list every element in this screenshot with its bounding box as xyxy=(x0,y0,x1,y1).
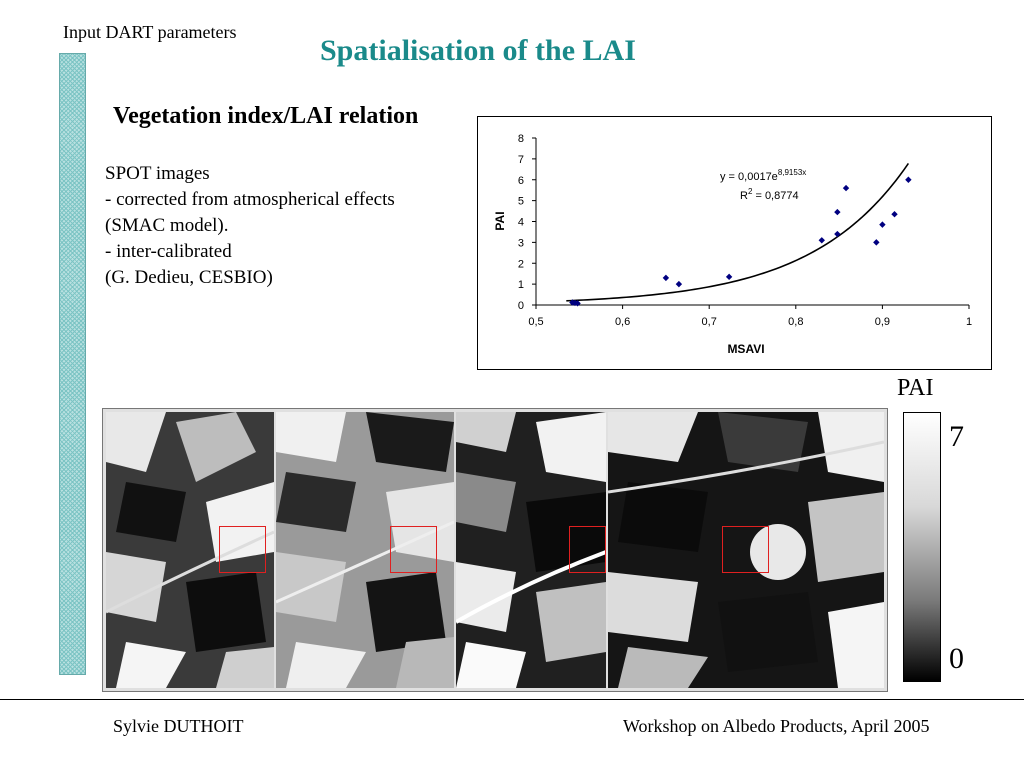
data-point xyxy=(818,237,825,244)
roi-box-1 xyxy=(219,526,266,573)
data-point xyxy=(842,184,850,192)
y-tick-label: 0 xyxy=(518,300,524,312)
data-point xyxy=(834,208,841,216)
description-line: (SMAC model). xyxy=(105,215,229,236)
section-title: Vegetation index/LAI relation xyxy=(113,103,419,129)
data-point xyxy=(675,280,683,288)
header-label: Input DART parameters xyxy=(63,22,237,42)
x-axis-label: MSAVI xyxy=(727,342,764,356)
description-line: - inter-calibrated xyxy=(105,241,232,262)
y-axis-label: PAI xyxy=(493,211,507,230)
y-tick-label: 1 xyxy=(518,279,524,291)
r2-superscript: 2 xyxy=(748,187,753,196)
data-point xyxy=(905,176,912,183)
x-tick-label: 0,9 xyxy=(875,316,890,328)
fit-r-squared: R2 = 0,8774 xyxy=(740,187,799,202)
data-point xyxy=(879,221,886,228)
y-tick-label: 5 xyxy=(518,196,524,208)
satellite-image-2 xyxy=(276,412,454,688)
chart-canvas: 0,5 0,6 0,7 0,8 0,9 1 0 1 2 3 4 5 6 7 8 y = 0,0017e8,9… xyxy=(493,133,972,356)
y-tick-label: 6 xyxy=(518,175,524,187)
y-tick-label: 4 xyxy=(518,217,524,229)
legend-min-label: 0 xyxy=(949,642,964,675)
satellite-image-3 xyxy=(456,412,606,688)
y-tick-label: 3 xyxy=(518,237,524,249)
x-tick-label: 0,6 xyxy=(615,316,630,328)
description-text: SPOT images - corrected from atmospheric… xyxy=(105,161,395,291)
x-tick-label: 0,7 xyxy=(702,316,717,328)
scatter-chart: 0,5 0,6 0,7 0,8 0,9 1 0 1 2 3 4 5 6 7 8 y = 0,0017e8,9… xyxy=(477,116,992,370)
legend-max-label: 7 xyxy=(949,420,964,453)
roi-box-3 xyxy=(569,526,606,573)
data-point xyxy=(725,273,733,281)
legend-colorbar xyxy=(903,412,941,682)
r2-prefix: R xyxy=(740,190,748,202)
r2-value: = 0,8774 xyxy=(752,190,798,202)
x-tick-label: 0,5 xyxy=(528,316,543,328)
fit-equation-prefix: y = 0,0017e xyxy=(720,171,778,183)
data-point xyxy=(574,300,581,307)
slide-title: Spatialisation of the LAI xyxy=(320,34,636,67)
x-tick-label: 0,8 xyxy=(788,316,803,328)
y-tick-label: 8 xyxy=(518,133,524,145)
roi-box-2 xyxy=(390,526,437,573)
footer-event: Workshop on Albedo Products, April 2005 xyxy=(623,716,930,736)
decorative-side-bar xyxy=(59,53,86,675)
satellite-image-1 xyxy=(106,412,274,688)
footer-author: Sylvie DUTHOIT xyxy=(113,716,244,736)
data-point xyxy=(873,239,880,246)
description-line: - corrected from atmospherical effects xyxy=(105,189,395,210)
fit-equation-exponent: 8,9153x xyxy=(778,168,806,177)
satellite-image-4 xyxy=(608,412,884,688)
satellite-image-strip xyxy=(102,408,888,692)
legend-title: PAI xyxy=(897,375,934,401)
roi-box-4 xyxy=(722,526,769,573)
y-tick-label: 2 xyxy=(518,258,524,270)
description-line: SPOT images xyxy=(105,163,210,184)
y-tick-label: 7 xyxy=(518,154,524,166)
data-point xyxy=(834,230,841,238)
x-tick-label: 1 xyxy=(966,316,972,328)
fit-curve xyxy=(566,162,910,302)
data-point xyxy=(662,274,670,282)
data-point xyxy=(891,210,898,218)
description-line: (G. Dedieu, CESBIO) xyxy=(105,267,273,288)
fit-equation: y = 0,0017e8,9153x xyxy=(720,168,806,183)
footer-divider xyxy=(0,699,1024,700)
